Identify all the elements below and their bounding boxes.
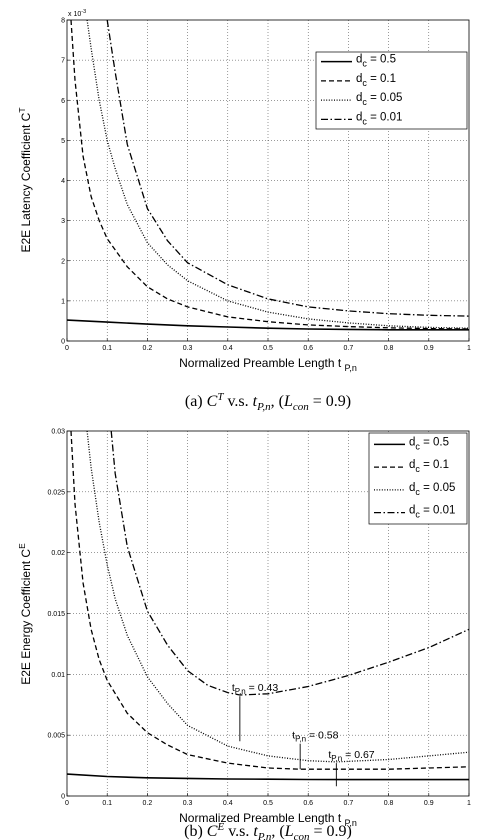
energy-ylabel: E2E Energy Coefficient CE: [17, 543, 33, 685]
energy-xtick-label: 0.4: [223, 800, 233, 807]
energy-series-line-3: [110, 431, 469, 696]
energy-annotation-label: tP,n = 0.58: [292, 730, 338, 744]
latency-xtick-label: 0.4: [223, 345, 233, 352]
latency-legend-box: [315, 51, 468, 130]
energy-caption: (b) CE v.s. tP,n, (Lcon = 0.9): [184, 821, 352, 840]
energy-xtick-label: 0.8: [384, 800, 394, 807]
latency-ylabel: E2E Latency Coefficient CT: [17, 107, 33, 252]
energy-ticks: 0 0.1 0.2 0.3 0.4 0.5 0.6 0.7 0.8 0.9 1 0 0.005 0.01 0…: [47, 429, 471, 808]
latency-caption: (a) CT v.s. tP,n, (Lcon = 0.9): [185, 391, 351, 413]
energy-series: [67, 431, 469, 781]
latency-xtick-label: 0.8: [384, 345, 394, 352]
energy-xtick-label: 0.5: [263, 800, 273, 807]
latency-xtick-label: 0.5: [263, 345, 273, 352]
latency-ytick-label: 0: [61, 339, 65, 346]
latency-ytick-label: 8: [61, 18, 65, 25]
latency-xlabel: Normalized Preamble Length t P,n: [179, 356, 357, 373]
latency-xtick-label: 0.1: [102, 345, 112, 352]
latency-xtick-label: 0.9: [424, 345, 434, 352]
latency-legend-label: dc = 0.5: [356, 54, 396, 69]
latency-ytick-label: 7: [61, 58, 65, 65]
energy-ytick-label: 0.01: [51, 672, 65, 679]
latency-ytick-label: 3: [61, 218, 65, 225]
energy-ytick-label: 0.005: [47, 733, 65, 740]
energy-xtick-label: 1: [467, 800, 471, 807]
energy-legend-box: [368, 432, 468, 525]
latency-ytick-label: 5: [61, 138, 65, 145]
latency-legend-label: dc = 0.05: [356, 92, 402, 107]
energy-ytick-label: 0.03: [51, 429, 65, 436]
energy-ytick-label: 0: [61, 794, 65, 801]
energy-legend: dc = 0.5 dc = 0.1 dc = 0.05 dc = 0.01: [368, 432, 468, 525]
latency-grid: [67, 20, 469, 341]
latency-y-multiplier: x 10-3: [68, 9, 86, 18]
energy-legend-label: dc = 0.1: [409, 459, 449, 474]
energy-xtick-label: 0.6: [303, 800, 313, 807]
latency-ticks: 0 0.1 0.2 0.3 0.4 0.5 0.6 0.7 0.8 0.9 1 0 1 2 3 4 5 6 7 8: [61, 18, 471, 353]
energy-ytick-label: 0.015: [47, 611, 65, 618]
latency-xtick-label: 1: [467, 345, 471, 352]
energy-series-line-2: [86, 431, 469, 763]
energy-chart: 0 0.1 0.2 0.3 0.4 0.5 0.6 0.7 0.8 0.9 1 0 0.005 0.01 0…: [17, 429, 471, 840]
energy-annotation-label: tP,n = 0.43: [232, 682, 278, 696]
latency-xtick-label: 0.3: [183, 345, 193, 352]
latency-chart: 0 0.1 0.2 0.3 0.4 0.5 0.6 0.7 0.8 0.9 1 0 1 2 3 4 5 6 7 8 x…: [17, 9, 471, 413]
energy-annotations: tP,n = 0.43 tP,n = 0.58 tP,n = 0.67: [232, 682, 375, 787]
energy-ytick-label: 0.02: [51, 550, 65, 557]
energy-legend-label: dc = 0.5: [409, 436, 449, 451]
energy-legend-label: dc = 0.05: [409, 482, 455, 497]
latency-legend: dc = 0.5 dc = 0.1 dc = 0.05 dc = 0.01: [315, 51, 468, 130]
latency-xtick-label: 0.6: [303, 345, 313, 352]
energy-xlabel: Normalized Preamble Length t P,n: [179, 811, 357, 828]
latency-series-line-1: [70, 20, 469, 330]
energy-series-line-0: [67, 773, 469, 781]
latency-xtick-label: 0: [65, 345, 69, 352]
latency-xtick-label: 0.7: [344, 345, 354, 352]
energy-xtick-label: 0.2: [143, 800, 153, 807]
latency-ytick-label: 4: [61, 178, 65, 185]
latency-series-line-0: [67, 319, 469, 331]
latency-series: [67, 20, 469, 331]
latency-ytick-label: 6: [61, 98, 65, 105]
energy-xtick-label: 0.7: [344, 800, 354, 807]
energy-ytick-label: 0.025: [47, 489, 65, 496]
energy-xtick-label: 0.1: [102, 800, 112, 807]
latency-ytick-label: 1: [61, 298, 65, 305]
energy-series-line-1: [70, 431, 469, 770]
latency-xtick-label: 0.2: [143, 345, 153, 352]
latency-legend-label: dc = 0.01: [356, 111, 402, 126]
energy-annotation-label: tP,n = 0.67: [328, 749, 374, 763]
energy-xtick-label: 0.3: [183, 800, 193, 807]
energy-xtick-label: 0: [65, 800, 69, 807]
energy-xtick-label: 0.9: [424, 800, 434, 807]
latency-ytick-label: 2: [61, 258, 65, 265]
latency-legend-label: dc = 0.1: [356, 73, 396, 88]
latency-series-line-3: [106, 20, 469, 317]
energy-legend-label: dc = 0.01: [409, 505, 455, 520]
latency-series-line-2: [86, 20, 469, 329]
